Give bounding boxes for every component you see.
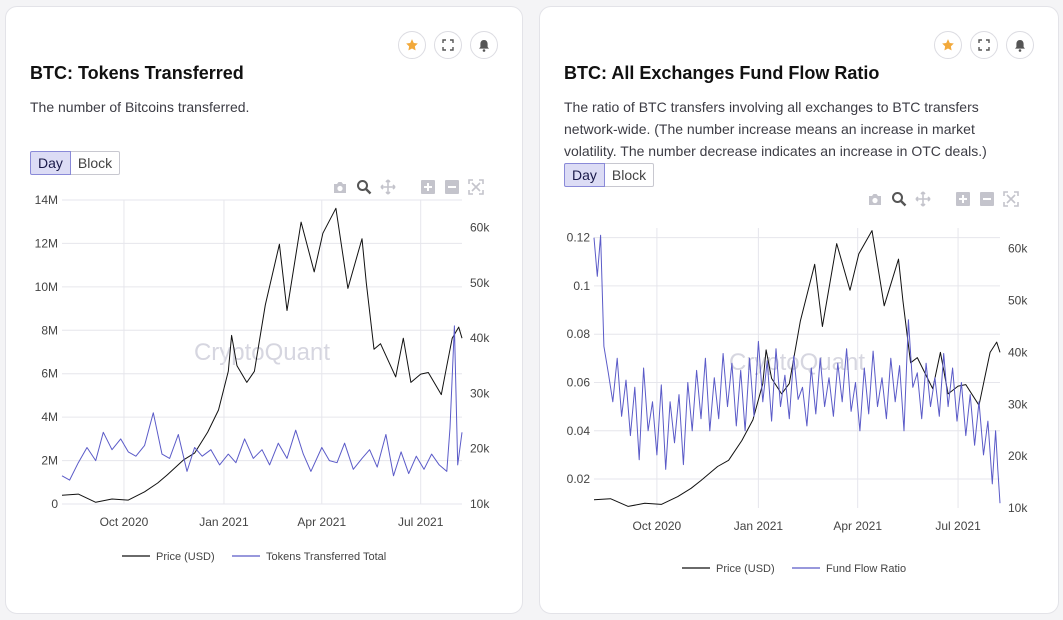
y-right-tick-label: 30k — [470, 386, 490, 400]
card-actions — [398, 31, 498, 59]
block-toggle-button[interactable]: Block — [604, 163, 655, 187]
legend-label[interactable]: Price (USD) — [156, 551, 215, 563]
watermark: CryptoQuant — [194, 339, 330, 366]
y-left-tick-label: 6M — [41, 367, 58, 381]
y-right-tick-label: 10k — [470, 497, 490, 511]
bell-icon — [1015, 39, 1025, 52]
card-actions — [934, 31, 1034, 59]
y-right-tick-label: 20k — [470, 442, 490, 456]
star-icon — [406, 39, 418, 51]
day-toggle-button[interactable]: Day — [30, 151, 71, 175]
zoom-out-icon[interactable] — [978, 190, 996, 208]
y-right-tick-label: 40k — [470, 331, 490, 345]
camera-icon[interactable] — [866, 190, 884, 208]
x-tick-label: Oct 2020 — [100, 515, 149, 529]
zoom-in-icon[interactable] — [419, 178, 437, 196]
zoom-icon[interactable] — [890, 190, 908, 208]
favorite-button[interactable] — [934, 31, 962, 59]
pan-icon[interactable] — [914, 190, 932, 208]
fullscreen-icon — [442, 39, 454, 51]
chart-modebar — [866, 190, 1020, 208]
granularity-toggle: Day Block — [564, 163, 655, 187]
chart-title: BTC: All Exchanges Fund Flow Ratio — [564, 63, 880, 83]
chart-modebar — [331, 178, 485, 196]
x-tick-label: Jul 2021 — [398, 515, 444, 529]
alert-button[interactable] — [1006, 31, 1034, 59]
fullscreen-button[interactable] — [970, 31, 998, 59]
fullscreen-icon — [978, 39, 990, 51]
y-left-tick-label: 8M — [41, 323, 58, 337]
y-left-tick-label: 10M — [35, 280, 58, 294]
zoom-out-icon[interactable] — [443, 178, 461, 196]
bell-icon — [479, 39, 489, 52]
y-right-tick-label: 60k — [470, 221, 490, 235]
day-toggle-button[interactable]: Day — [564, 163, 605, 187]
y-left-tick-label: 2M — [41, 454, 58, 468]
y-right-tick-label: 50k — [470, 276, 490, 290]
camera-icon[interactable] — [331, 178, 349, 196]
chart-title: BTC: Tokens Transferred — [30, 63, 244, 83]
tokens-transferred-card: BTC: Tokens Transferred The number of Bi… — [5, 6, 523, 614]
favorite-button[interactable] — [398, 31, 426, 59]
y-left-tick-label: 0 — [51, 497, 58, 511]
x-tick-label: Apr 2021 — [297, 515, 346, 529]
fullscreen-button[interactable] — [434, 31, 462, 59]
zoom-in-icon[interactable] — [954, 190, 972, 208]
granularity-toggle: Day Block — [30, 151, 121, 175]
alert-button[interactable] — [470, 31, 498, 59]
legend-label[interactable]: Tokens Transferred Total — [266, 551, 386, 563]
pan-icon[interactable] — [379, 178, 397, 196]
block-toggle-button[interactable]: Block — [70, 151, 121, 175]
y-left-tick-label: 14M — [35, 193, 58, 207]
y-left-tick-label: 4M — [41, 410, 58, 424]
chart-description: The ratio of BTC transfers involving all… — [564, 99, 987, 159]
autoscale-icon[interactable] — [467, 178, 485, 196]
zoom-icon[interactable] — [355, 178, 373, 196]
metric-line — [61, 325, 463, 481]
y-left-tick-label: 12M — [35, 236, 58, 250]
chart-description: The number of Bitcoins transferred. — [30, 99, 250, 115]
star-icon — [942, 39, 954, 51]
autoscale-icon[interactable] — [1002, 190, 1020, 208]
x-tick-label: Jan 2021 — [199, 515, 249, 529]
price-line — [61, 207, 463, 503]
